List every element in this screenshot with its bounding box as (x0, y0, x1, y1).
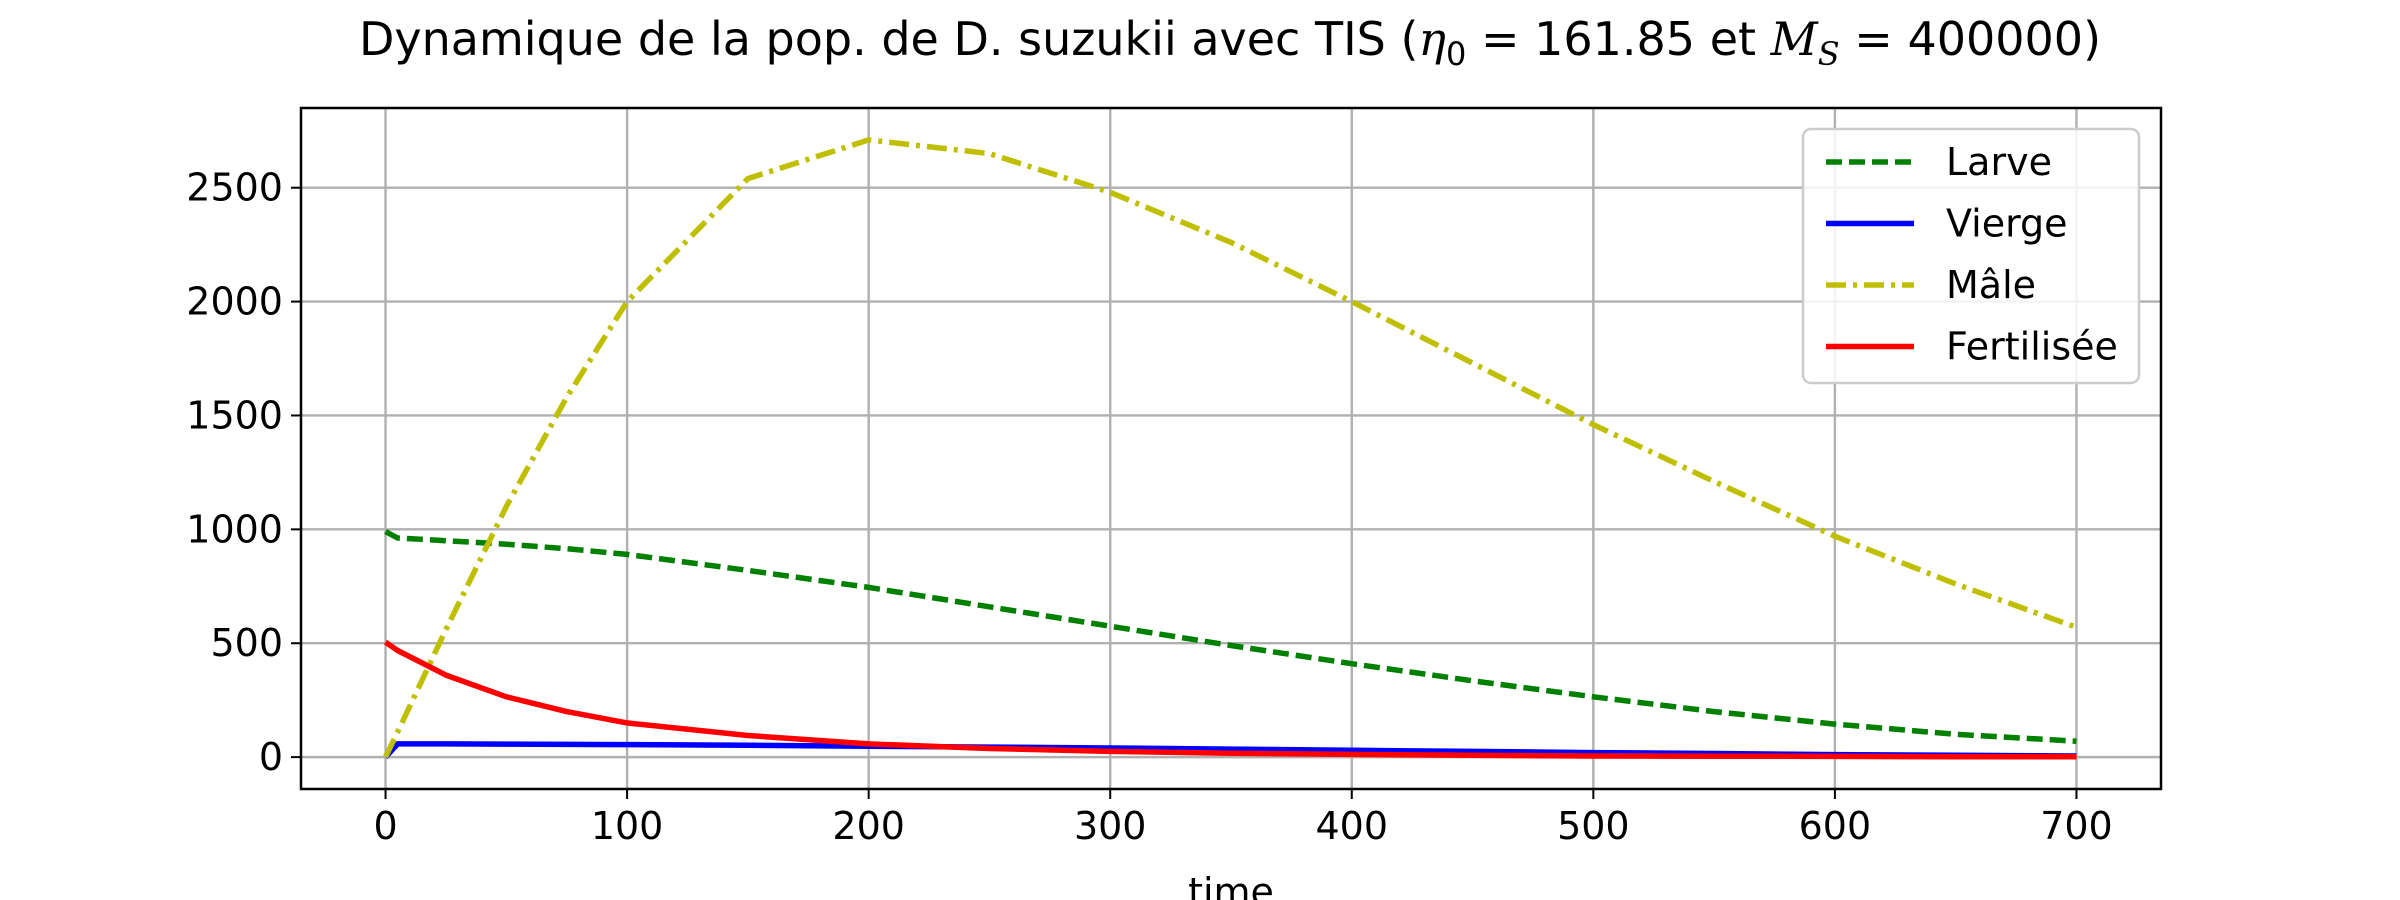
x-tick-label: 200 (832, 804, 905, 848)
chart-title-ms-value: = 400000) (1840, 12, 2101, 66)
tick-layer: 0 100 200 300 400 500 600 700 0 500 1000 1500 2000 25… (186, 166, 2112, 848)
x-tick-label: 400 (1316, 804, 1389, 848)
x-tick-label: 300 (1074, 804, 1147, 848)
x-tick-label: 700 (2040, 804, 2113, 848)
x-axis-label: time (1188, 870, 1274, 900)
chart-title-prefix: Dynamique de la pop. de D. suzukii avec … (359, 12, 1418, 66)
legend: Larve Vierge Mâle Fertilisée (1801, 127, 2141, 385)
chart-title: Dynamique de la pop. de D. suzukii avec … (359, 12, 2101, 73)
legend-label-fertilisee: Fertilisée (1946, 325, 2118, 369)
x-tick-label: 600 (1799, 804, 1872, 848)
x-tick-label: 0 (373, 804, 397, 848)
legend-box (1801, 127, 2141, 385)
legend-label-larve: Larve (1946, 140, 2052, 184)
y-tick-label: 2000 (186, 280, 283, 324)
chart-title-eta-symbol: η (1418, 12, 1446, 66)
y-tick-label: 0 (259, 735, 283, 779)
y-tick-label: 500 (210, 621, 283, 665)
legend-label-vierge: Vierge (1946, 202, 2068, 246)
x-tick-label: 500 (1557, 804, 1630, 848)
y-tick-label: 2500 (186, 166, 283, 210)
series-layer (383, 137, 2078, 760)
chart-title-ms-symbol: M (1770, 12, 1820, 66)
legend-label-male: Mâle (1946, 263, 2036, 307)
x-tick-label: 100 (591, 804, 664, 848)
chart-title-eta-subscript: 0 (1446, 35, 1466, 73)
series-line-fertilisee (383, 639, 2077, 760)
plot-frame (299, 106, 2163, 791)
chart-title-ms-subscript: S (1818, 35, 1840, 73)
chart-title-eta-value: = 161.85 et (1466, 12, 1770, 66)
series-line-male (383, 137, 2078, 759)
y-tick-label: 1500 (186, 393, 283, 437)
series-line-larve (384, 529, 2077, 744)
y-tick-label: 1000 (186, 507, 283, 551)
